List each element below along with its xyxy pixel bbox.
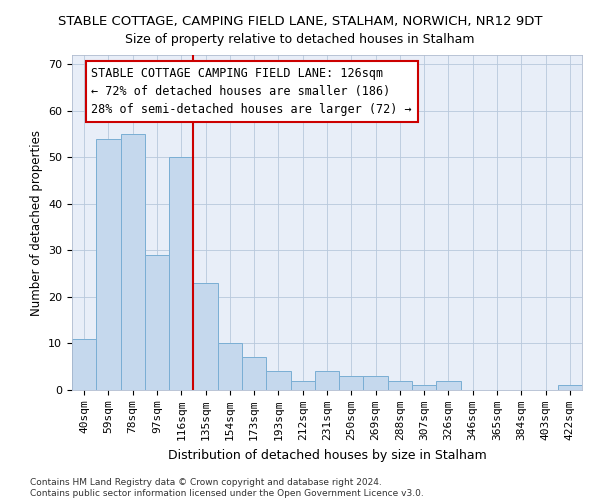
Text: Contains HM Land Registry data © Crown copyright and database right 2024.
Contai: Contains HM Land Registry data © Crown c…: [30, 478, 424, 498]
Bar: [558, 386, 582, 390]
Bar: [72, 339, 96, 390]
Bar: [169, 158, 193, 390]
Text: STABLE COTTAGE CAMPING FIELD LANE: 126sqm
← 72% of detached houses are smaller (: STABLE COTTAGE CAMPING FIELD LANE: 126sq…: [91, 66, 412, 116]
Bar: [242, 358, 266, 390]
Text: Size of property relative to detached houses in Stalham: Size of property relative to detached ho…: [125, 32, 475, 46]
Bar: [412, 386, 436, 390]
Bar: [266, 372, 290, 390]
Bar: [218, 344, 242, 390]
Bar: [290, 380, 315, 390]
Bar: [339, 376, 364, 390]
Bar: [364, 376, 388, 390]
Bar: [388, 380, 412, 390]
Text: STABLE COTTAGE, CAMPING FIELD LANE, STALHAM, NORWICH, NR12 9DT: STABLE COTTAGE, CAMPING FIELD LANE, STAL…: [58, 15, 542, 28]
Bar: [193, 283, 218, 390]
Bar: [121, 134, 145, 390]
Y-axis label: Number of detached properties: Number of detached properties: [29, 130, 43, 316]
Bar: [315, 372, 339, 390]
Bar: [436, 380, 461, 390]
Bar: [96, 138, 121, 390]
Bar: [145, 255, 169, 390]
X-axis label: Distribution of detached houses by size in Stalham: Distribution of detached houses by size …: [167, 448, 487, 462]
